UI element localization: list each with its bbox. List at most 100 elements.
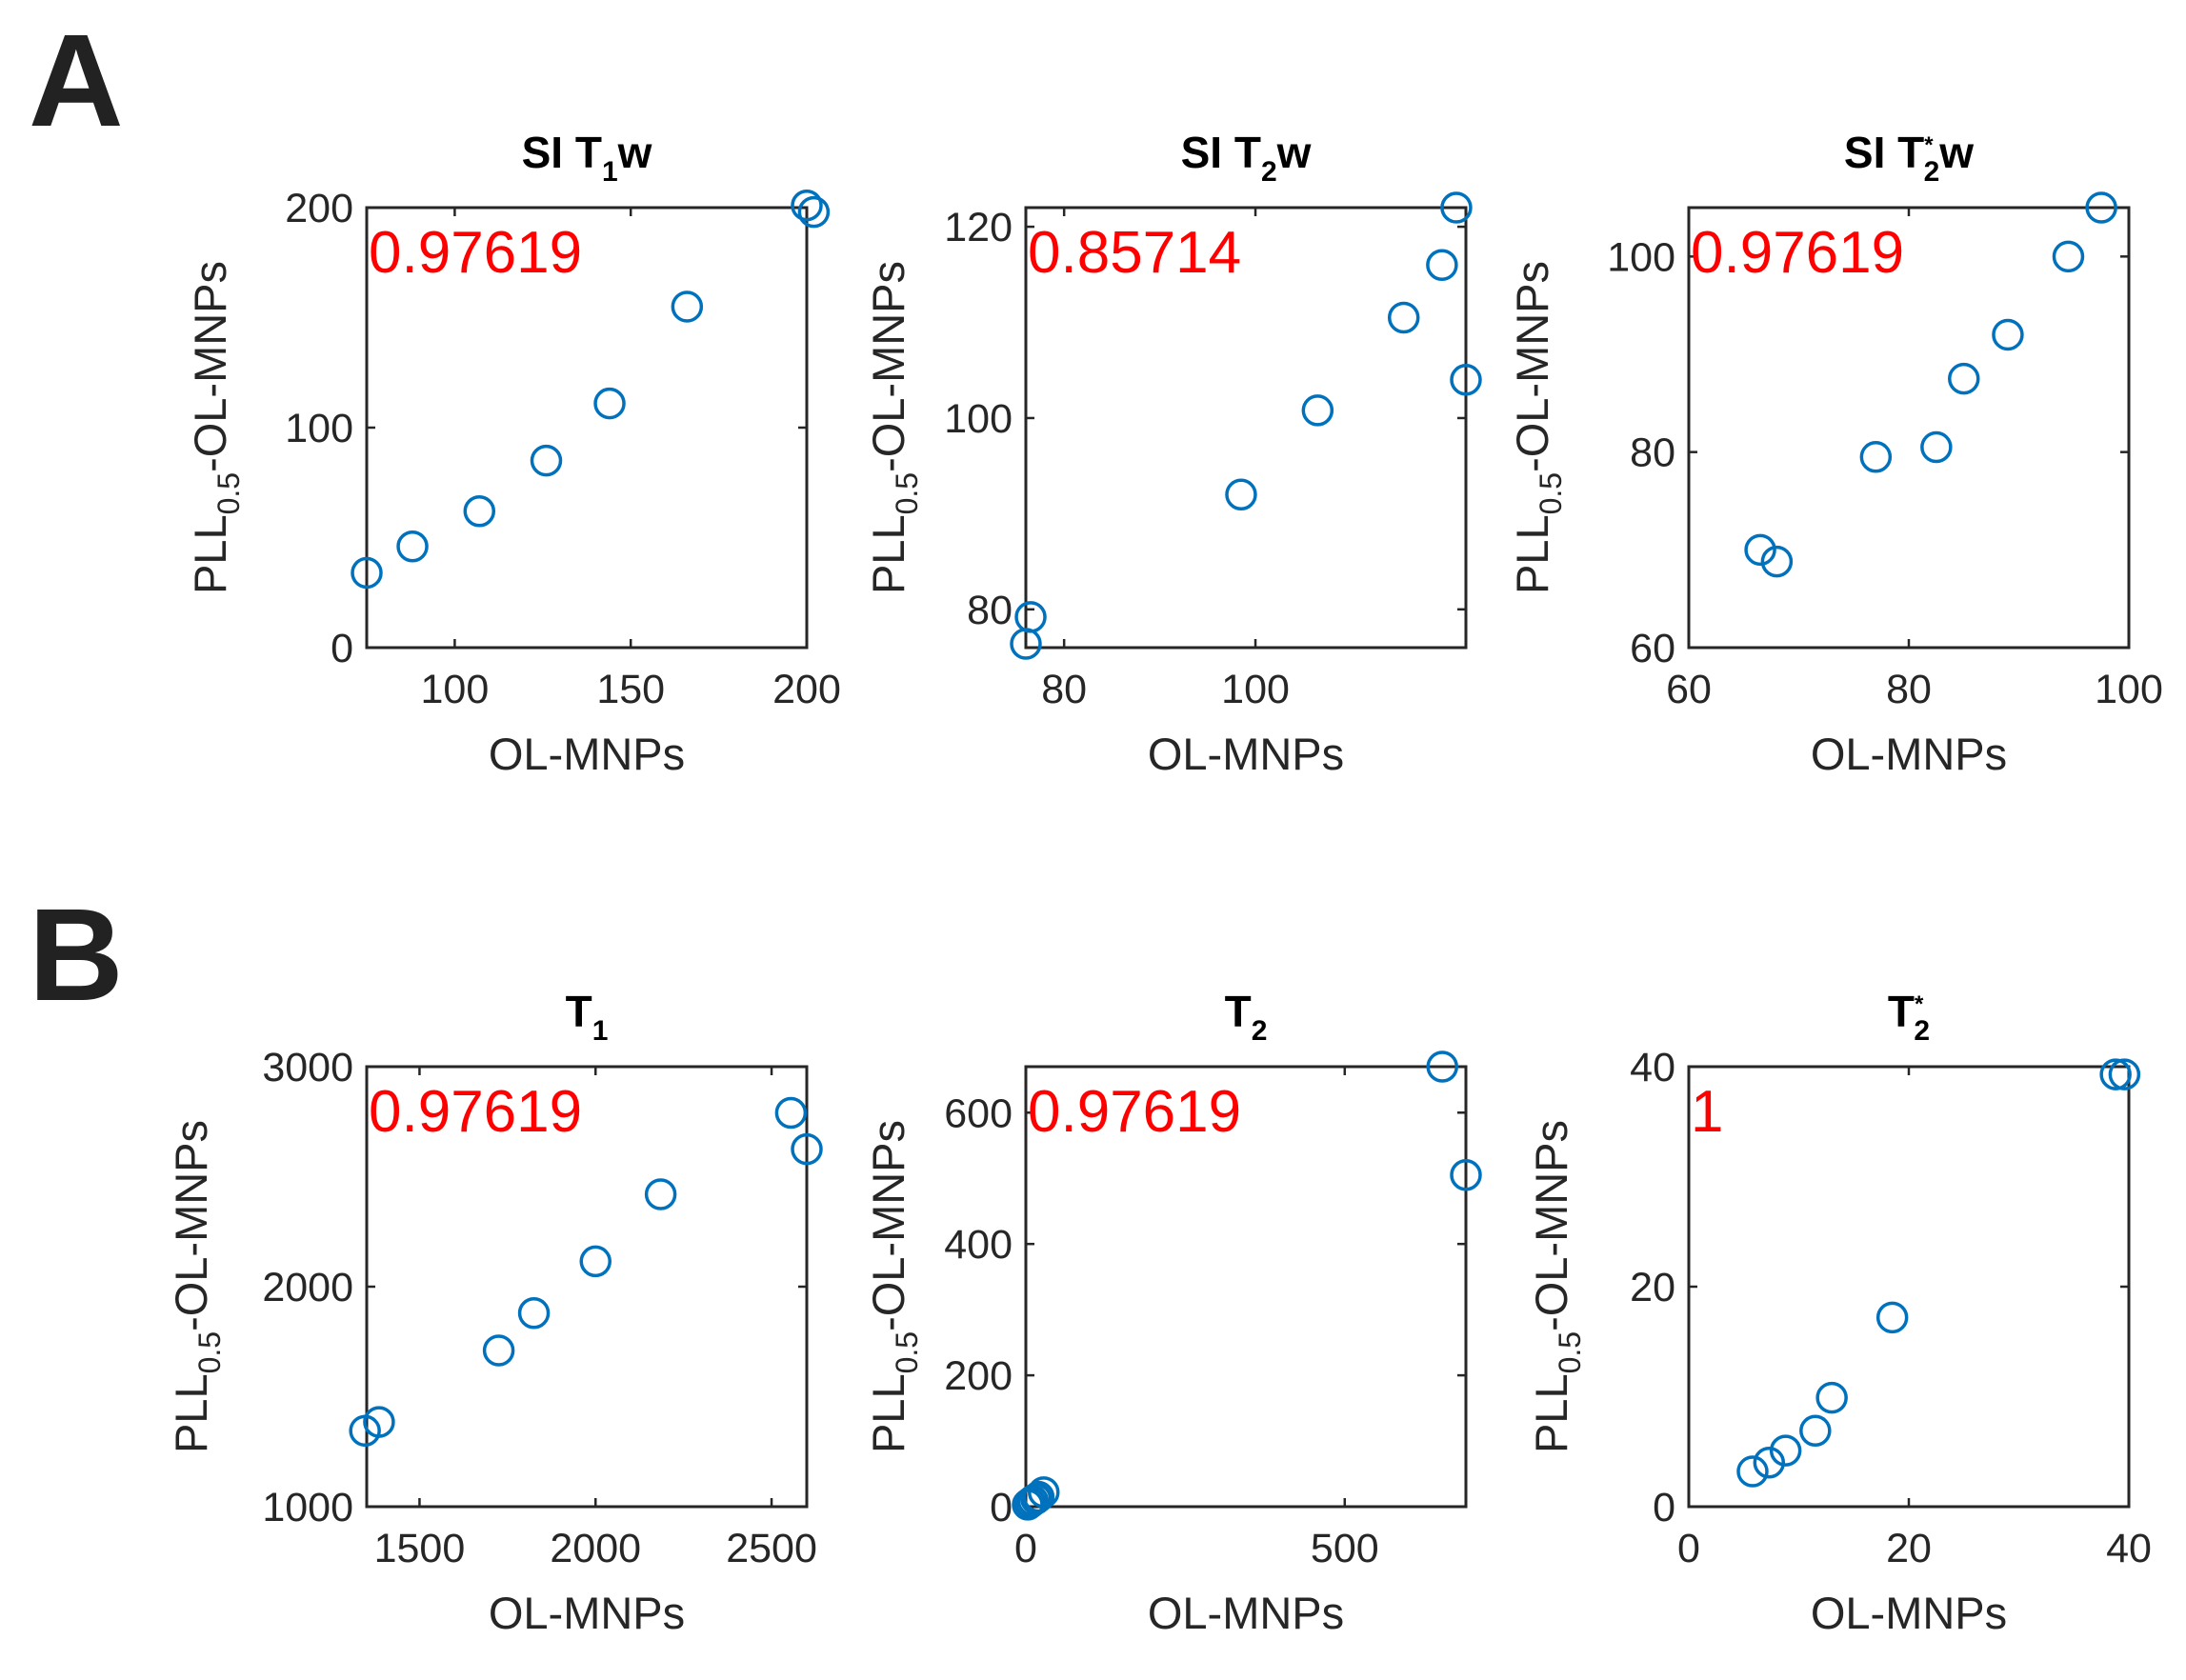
- data-point-1: [1012, 1489, 1044, 1521]
- x-axis-label: OL-MNPs: [1811, 1588, 2007, 1638]
- correlation-label: 1: [1691, 1079, 1723, 1145]
- x-tick-label: 0: [1014, 1526, 1037, 1571]
- data-point-7: [791, 189, 823, 222]
- y-axis-label: PLL0.5-OL-MNPs: [1507, 261, 1568, 594]
- axes-box: [1024, 1065, 1468, 1509]
- y-label-main: PLL: [863, 514, 913, 594]
- data-point-2: [363, 1406, 395, 1438]
- data-point-4: [1019, 1482, 1053, 1515]
- x-tick-label: 100: [2095, 667, 2163, 712]
- data-point-3: [463, 495, 496, 528]
- y-axis-label: PLL0.5-OL-MNPs: [1526, 1120, 1587, 1453]
- title-suffix: w: [1276, 128, 1312, 177]
- y-label-subscript: 0.5: [1553, 1331, 1587, 1373]
- data-point-2: [1753, 1447, 1786, 1479]
- panel-letter-a: A: [29, 8, 124, 154]
- plot-title: T* 2: [1888, 987, 1930, 1047]
- y-axis-label: PLL0.5-OL-MNPs: [185, 261, 246, 594]
- data-point-6: [671, 290, 704, 323]
- data-point-4: [1301, 394, 1334, 427]
- data-point-5: [1815, 1381, 1848, 1414]
- data-point-6: [644, 1178, 677, 1210]
- y-tick-label: 0: [1653, 1485, 1675, 1530]
- y-tick-label: 100: [1607, 234, 1675, 280]
- panel-letter-b: B: [29, 882, 124, 1029]
- title-subscript: 2: [1252, 1015, 1268, 1047]
- y-tick-label: 2000: [262, 1265, 353, 1310]
- x-tick-label: 80: [1886, 667, 1932, 712]
- y-tick-label: 100: [944, 396, 1013, 442]
- y-tick-label: 0: [331, 626, 353, 671]
- data-point-6: [1426, 249, 1458, 282]
- y-label-rest: -OL-MNPs: [185, 261, 235, 472]
- y-label-main: PLL: [863, 1373, 913, 1453]
- data-point-3: [1859, 441, 1893, 473]
- y-tick-label: 40: [1630, 1045, 1675, 1090]
- data-point-8: [2108, 1058, 2141, 1090]
- y-tick-label: 120: [944, 205, 1013, 250]
- x-tick-label: 80: [1041, 667, 1087, 712]
- plot-title: SI T* 2w: [1844, 128, 1974, 188]
- x-tick-label: 500: [1311, 1526, 1379, 1571]
- data-point-8: [1450, 364, 1482, 396]
- data-point-7: [1426, 1050, 1458, 1083]
- y-axis-label: PLL0.5-OL-MNPs: [863, 261, 924, 594]
- y-label-main: PLL: [1507, 514, 1557, 594]
- data-point-8: [797, 195, 831, 229]
- title-subscript: 1: [602, 156, 618, 188]
- scatter-plot-1: SI T1w 100 150 200 0 100 200 OL-MNPs PLL0.5-OL-M…: [185, 128, 841, 779]
- scatter-plot-5: T2 0 500 0 200 400 600 OL-MNPs PLL0.5-OL-MNPs 0.9…: [863, 987, 1482, 1638]
- title-main: SI T: [1181, 128, 1261, 177]
- y-label-rest: -OL-MNPs: [863, 1120, 913, 1331]
- y-axis-label: PLL0.5-OL-MNPs: [863, 1120, 924, 1453]
- data-point-4: [530, 444, 563, 477]
- y-tick-label: 80: [967, 588, 1013, 633]
- x-axis-label: OL-MNPs: [489, 729, 685, 779]
- data-point-5: [1022, 1480, 1055, 1513]
- plot-title: SI T1w: [522, 128, 652, 188]
- y-label-main: PLL: [166, 1373, 216, 1453]
- x-tick-label: 2500: [726, 1526, 817, 1571]
- data-point-2: [1010, 628, 1042, 660]
- title-main: T: [1888, 987, 1915, 1036]
- data-point-3: [482, 1334, 515, 1367]
- correlation-label: 0.97619: [369, 220, 582, 286]
- y-tick-label: 0: [990, 1485, 1013, 1530]
- data-point-2: [396, 530, 429, 563]
- y-label-rest: -OL-MNPs: [863, 261, 913, 472]
- x-axis-label: OL-MNPs: [1811, 729, 2007, 779]
- x-tick-label: 40: [2106, 1526, 2152, 1571]
- axes-box: [1024, 206, 1468, 650]
- correlation-label: 0.97619: [369, 1079, 582, 1145]
- data-point-5: [579, 1245, 612, 1278]
- data-point-7: [1440, 191, 1473, 224]
- x-axis-label: OL-MNPs: [1148, 729, 1344, 779]
- title-main: SI T: [1844, 128, 1924, 177]
- title-subscript: 1: [592, 1015, 609, 1047]
- title-superscript: *: [1915, 991, 1924, 1017]
- scatter-plot-2: SI T2w 80 100 80 100 120 OL-MNPs PLL0.5-OL-MNPs…: [863, 128, 1482, 779]
- x-axis-label: OL-MNPs: [489, 1588, 685, 1638]
- plot-title: T2: [1225, 987, 1268, 1047]
- y-tick-label: 200: [285, 186, 353, 231]
- data-point-6: [1992, 318, 2024, 351]
- y-tick-label: 600: [944, 1090, 1013, 1136]
- data-point-3: [1769, 1434, 1802, 1467]
- y-tick-label: 80: [1630, 430, 1675, 476]
- y-label-main: PLL: [185, 514, 235, 594]
- data-point-2: [1760, 545, 1794, 578]
- y-label-subscript: 0.5: [890, 1331, 924, 1373]
- x-tick-label: 20: [1886, 1526, 1932, 1571]
- data-point-7: [774, 1096, 808, 1130]
- title-subscript: 2: [1261, 156, 1277, 188]
- data-point-8: [2085, 191, 2117, 224]
- y-tick-label: 1000: [262, 1485, 353, 1530]
- scatter-plot-4: T1 1500 2000 2500 1000 2000 3000 OL-MNPs PLL0.5-…: [166, 987, 823, 1638]
- y-tick-label: 60: [1630, 626, 1675, 671]
- y-tick-label: 100: [285, 406, 353, 451]
- title-suffix: w: [617, 128, 652, 177]
- data-point-4: [517, 1296, 551, 1330]
